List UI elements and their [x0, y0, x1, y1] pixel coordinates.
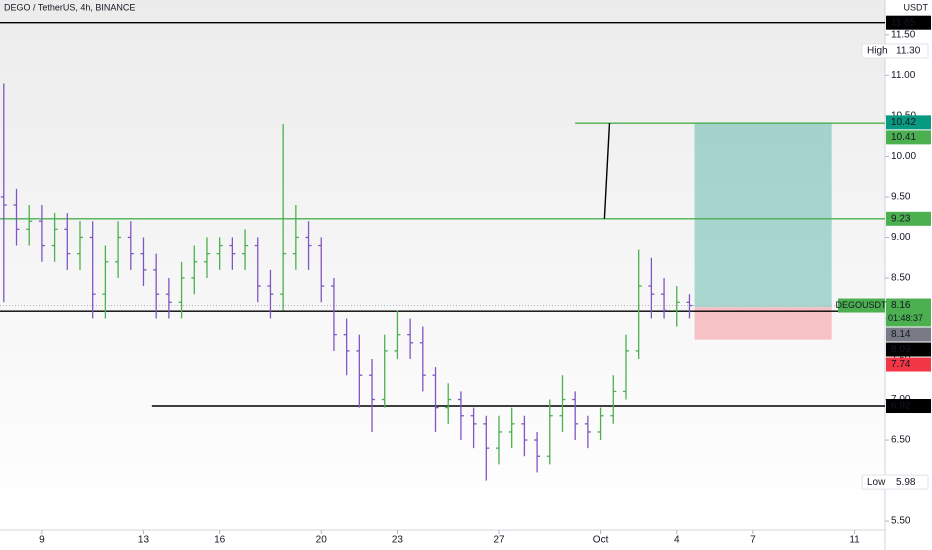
y-tick-label: 10.00: [891, 151, 916, 162]
y-tick-label: 8.50: [891, 273, 911, 284]
loss-zone: [694, 307, 832, 340]
current-price-box: [886, 298, 931, 327]
price-label: 8.14: [891, 329, 911, 340]
chart-title: DEGO / TetherUS, 4h, BINANCE: [4, 2, 135, 12]
profit-zone: [694, 122, 832, 308]
trend-line: [603, 123, 611, 219]
extreme-value: 5.98: [896, 477, 916, 488]
extreme-name: Low: [867, 477, 886, 488]
price-label-box: [886, 130, 931, 145]
layer: 5.506.006.507.007.508.008.509.009.5010.0…: [0, 15, 931, 546]
extreme-box: [861, 474, 929, 490]
y-tick-label: 9.50: [891, 192, 911, 203]
price-label: 6.92: [891, 401, 911, 412]
x-tick-label: 27: [493, 535, 505, 546]
symbol-box: [838, 298, 885, 313]
extreme-name: High: [867, 46, 888, 57]
price-label: 11.65: [891, 17, 916, 28]
price-axis: [885, 0, 932, 550]
y-tick-label: 5.50: [891, 516, 911, 527]
symbol: DEGOUSDT: [835, 300, 887, 310]
x-tick-label: 4: [674, 535, 680, 546]
x-tick-label: 7: [750, 535, 756, 546]
x-tick-label: Oct: [593, 535, 609, 546]
y-tick-label: 11.50: [891, 29, 916, 40]
price-label-box: [886, 211, 931, 226]
x-tick-label: 9: [39, 535, 45, 546]
price-label: 8.09: [891, 344, 911, 355]
price-label-box: [886, 15, 931, 30]
price-label-box: [886, 327, 931, 342]
price-label-box: [886, 342, 931, 357]
y-tick-label: 11.00: [891, 70, 916, 81]
x-tick-label: 16: [214, 535, 226, 546]
price-label-box: [886, 399, 931, 414]
x-tick-label: 20: [316, 535, 328, 546]
currency: USDT: [904, 2, 929, 12]
time-axis: [0, 530, 885, 550]
extreme-box: [861, 43, 929, 59]
current-price: 8.16: [891, 300, 911, 311]
extreme-value: 11.30: [896, 46, 921, 57]
price-label: 10.41: [891, 132, 916, 143]
y-tick-label: 9.00: [891, 232, 911, 243]
x-tick-label: 23: [392, 535, 404, 546]
plot-background: [0, 0, 885, 530]
x-tick-label: 11: [849, 535, 860, 546]
price-label: 9.23: [891, 213, 911, 224]
price-label-box: [886, 115, 931, 130]
countdown: 01:48:37: [888, 313, 923, 323]
x-tick-label: 13: [138, 535, 150, 546]
price-label-box: [886, 357, 931, 372]
y-tick-label: 6.50: [891, 435, 911, 446]
price-label: 10.42: [891, 117, 916, 128]
price-label: 7.74: [891, 359, 911, 370]
